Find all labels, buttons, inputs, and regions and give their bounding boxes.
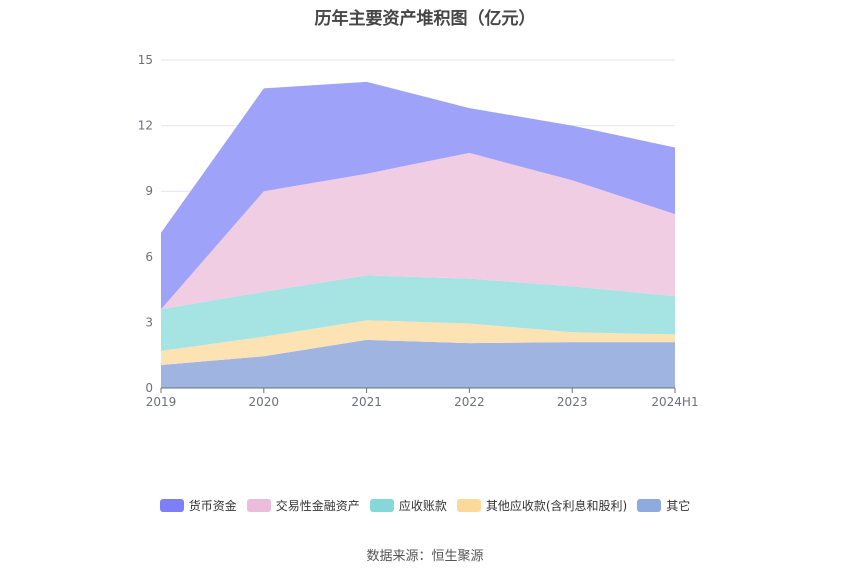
legend-item[interactable]: 交易性金融资产: [246, 497, 360, 514]
x-tick-label: 2024H1: [651, 395, 698, 409]
area-series-3: [161, 152, 675, 310]
chart-legend: 货币资金 交易性金融资产 应收账款 其他应收款(含利息和股利) 其它: [0, 497, 850, 514]
y-tick-label: 9: [145, 184, 153, 198]
chart-title: 历年主要资产堆积图（亿元）: [314, 9, 536, 29]
legend-label: 交易性金融资产: [275, 499, 360, 513]
legend-item[interactable]: 其它: [637, 497, 690, 514]
y-tick-label: 3: [145, 315, 153, 329]
x-tick-label: 2020: [249, 395, 280, 409]
legend-swatch: [637, 499, 662, 512]
axes: 0 3 6 9 12 15 2019 2020 2021 2022 2023 2024H1: [138, 53, 699, 409]
y-tick-label: 0: [145, 381, 153, 395]
legend-label: 其他应收款(含利息和股利): [485, 499, 628, 513]
x-tick-label: 2022: [454, 395, 485, 409]
legend-label: 应收账款: [398, 499, 447, 513]
legend-label: 货币资金: [188, 499, 237, 513]
legend-item[interactable]: 应收账款: [369, 497, 447, 514]
x-tick-label: 2021: [351, 395, 382, 409]
legend-label: 其它: [666, 499, 691, 513]
y-tick-label: 12: [138, 119, 153, 133]
area-series-1: [161, 320, 675, 366]
legend-swatch: [246, 499, 271, 512]
area-series: [161, 81, 675, 388]
legend-swatch: [159, 499, 184, 512]
legend-item[interactable]: 其他应收款(含利息和股利): [456, 497, 628, 514]
data-source: 数据来源：恒生聚源: [366, 549, 484, 564]
area-series-4: [161, 81, 675, 310]
legend-swatch: [369, 499, 394, 512]
area-series-2: [161, 275, 675, 351]
legend-item[interactable]: 货币资金: [159, 497, 237, 514]
y-tick-label: 15: [138, 53, 153, 67]
y-tick-label: 6: [145, 250, 153, 264]
legend-swatch: [456, 499, 481, 512]
x-tick-label: 2023: [557, 395, 588, 409]
area-series-0: [161, 339, 675, 388]
x-tick-label: 2019: [146, 395, 177, 409]
